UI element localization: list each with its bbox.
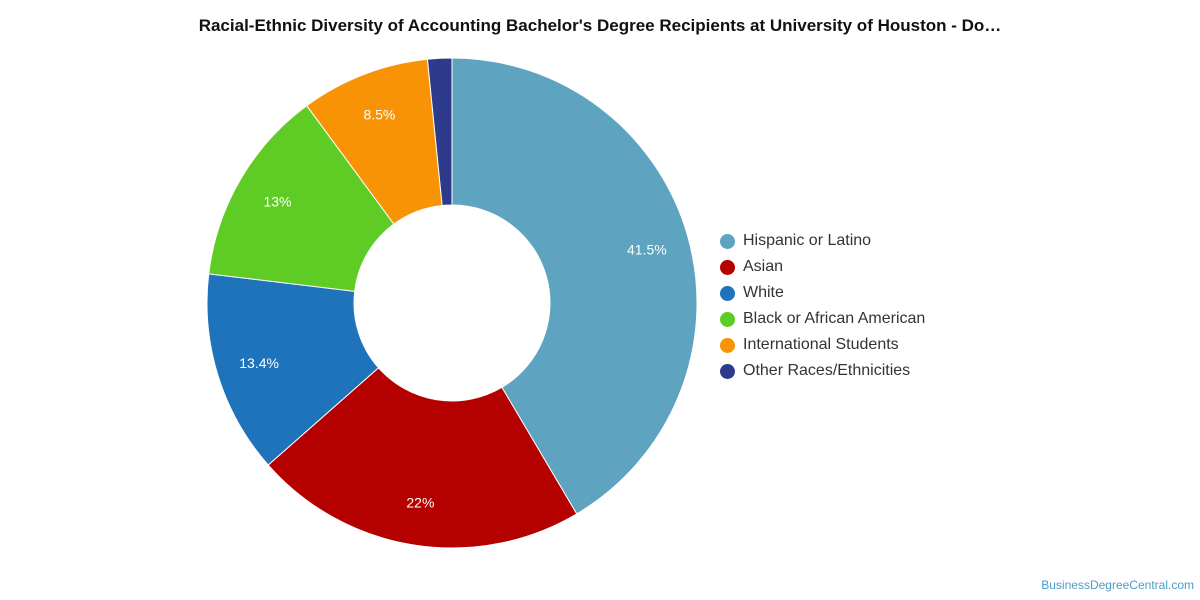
legend-label: Other Races/Ethnicities bbox=[743, 362, 911, 379]
legend-item-hispanic-or-latino[interactable]: Hispanic or Latino bbox=[720, 228, 925, 254]
slice-hispanic-or-latino[interactable] bbox=[451, 57, 698, 515]
slice-asian[interactable] bbox=[267, 367, 578, 549]
slice-label: 22% bbox=[406, 495, 434, 511]
legend-swatch-icon bbox=[720, 311, 735, 327]
legend-swatch-icon bbox=[720, 285, 735, 301]
chart-title: Racial-Ethnic Diversity of Accounting Ba… bbox=[198, 16, 1002, 35]
legend-label: Black or African American bbox=[743, 310, 926, 327]
legend-label: International Students bbox=[743, 336, 899, 353]
legend-swatch-icon bbox=[720, 363, 735, 379]
slice-label: 41.5% bbox=[627, 242, 667, 258]
legend-label: Asian bbox=[743, 258, 784, 275]
legend-swatch-icon bbox=[720, 259, 735, 275]
legend-item-white[interactable]: White bbox=[720, 280, 925, 306]
legend: Hispanic or Latino Asian White Black or Afr… bbox=[720, 228, 925, 384]
legend-label: Hispanic or Latino bbox=[743, 232, 872, 249]
legend-item-black-or-african-american[interactable]: Black or African American bbox=[720, 306, 925, 332]
legend-item-asian[interactable]: Asian bbox=[720, 254, 925, 280]
legend-item-other-races-ethnicities[interactable]: Other Races/Ethnicities bbox=[720, 358, 925, 384]
slice-other-races-ethnicities[interactable] bbox=[426, 57, 453, 207]
legend-swatch-icon bbox=[720, 337, 735, 353]
source-credit[interactable]: BusinessDegreeCentral.com bbox=[1041, 578, 1194, 592]
slice-white[interactable] bbox=[206, 273, 380, 466]
slice-label: 13.4% bbox=[239, 355, 279, 371]
slice-label: 8.5% bbox=[363, 106, 395, 122]
legend-swatch-icon bbox=[720, 233, 735, 249]
legend-label: White bbox=[743, 284, 784, 301]
legend-item-international-students[interactable]: International Students bbox=[720, 332, 925, 358]
slice-black-or-african-american[interactable] bbox=[208, 105, 395, 292]
slice-label: 13% bbox=[263, 193, 291, 209]
